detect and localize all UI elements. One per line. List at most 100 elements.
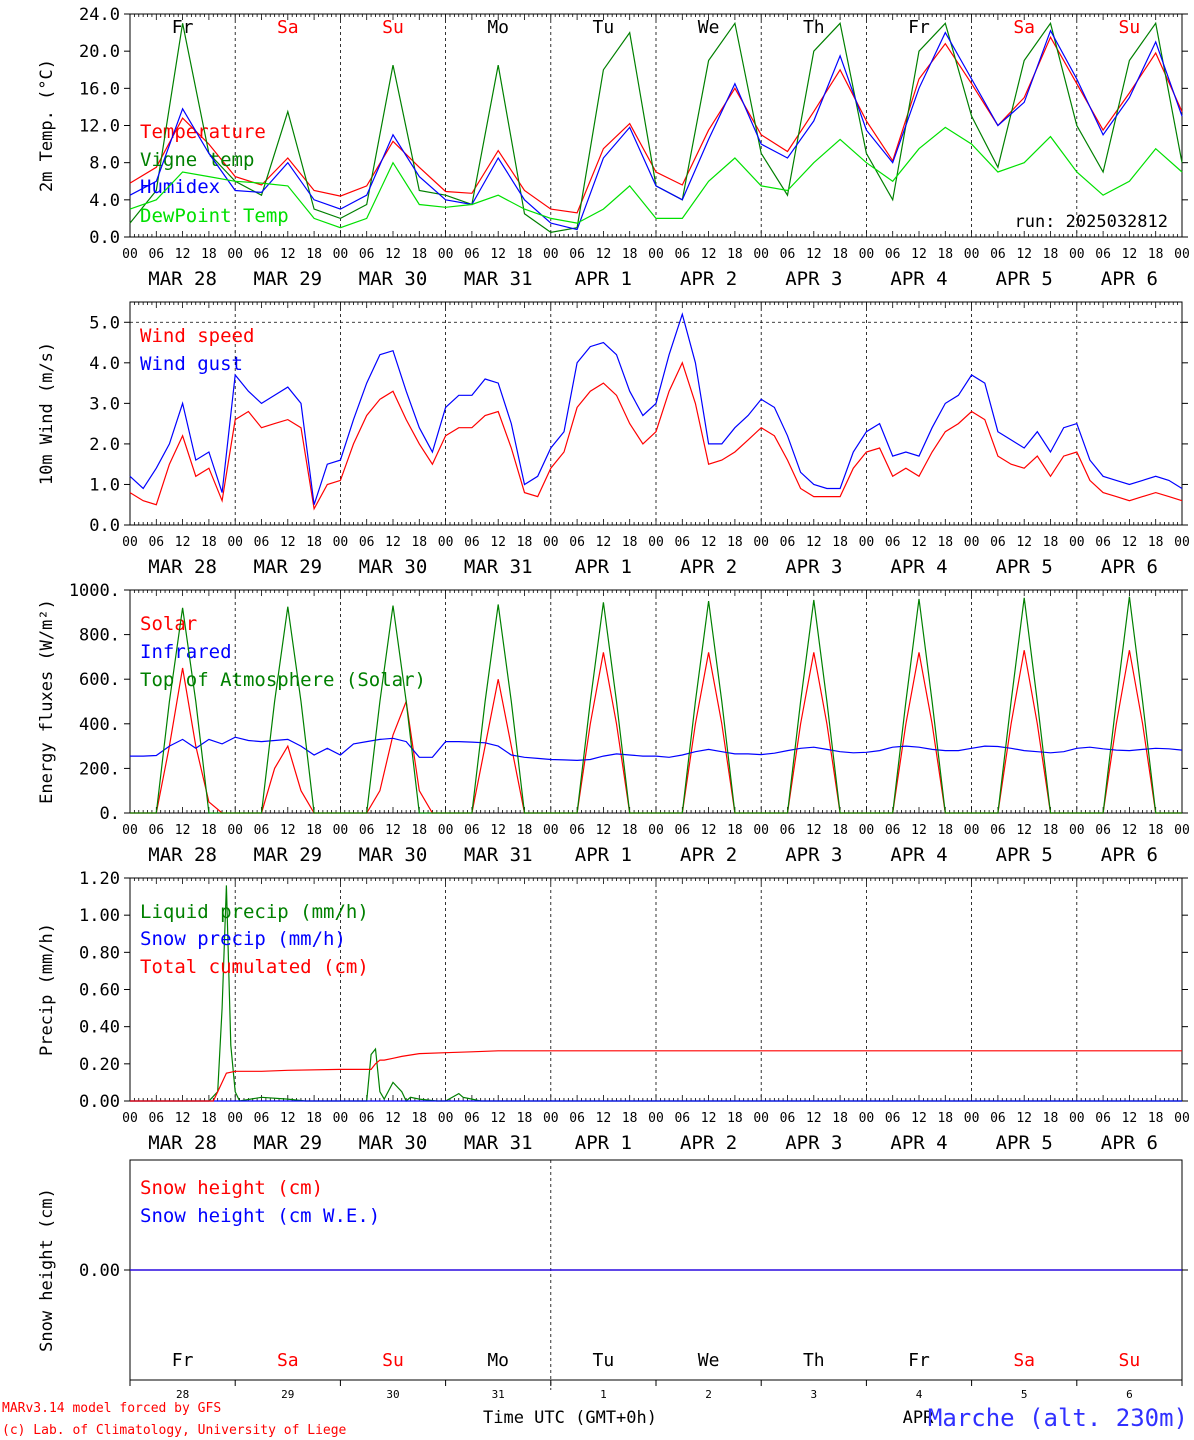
x-hour-tick-label: 00	[753, 823, 769, 838]
x-hour-tick-label: 06	[148, 823, 164, 838]
y-tick-label: 16.0	[79, 79, 120, 99]
x-hour-tick-label: 18	[832, 535, 848, 550]
x-hour-tick-label: 00	[1069, 535, 1085, 550]
x-hour-tick-label: 18	[1043, 247, 1059, 262]
x-hour-tick-label: 12	[1016, 247, 1032, 262]
panel-temperature: 0.0 4.0 8.0 12.0 16.0 20.0 24.0 2m Temp. (°C) Te…	[37, 5, 1190, 290]
x-hour-tick-label: 06	[990, 823, 1006, 838]
x-hour-tick-label: 00	[648, 247, 664, 262]
x-hour-tick-label: 00	[122, 1111, 138, 1126]
x-hour-tick-label: 00	[543, 823, 559, 838]
x-date-label: MAR 30	[359, 844, 428, 866]
legend-entry: Snow height (cm)	[140, 1177, 323, 1199]
x-hour-tick-label: 12	[1016, 535, 1032, 550]
x-hour-tick-label: 18	[306, 247, 322, 262]
x-hour-tick-label: 12	[806, 1111, 822, 1126]
x-date-label: APR 1	[575, 844, 632, 866]
legend-entry: Wind speed	[140, 325, 254, 347]
weekday-label: Tu	[593, 1350, 615, 1371]
x-hour-tick-label: 18	[937, 247, 953, 262]
y-tick-label: 200.	[79, 759, 120, 779]
x-hour-tick-label: 00	[438, 1111, 454, 1126]
x-hour-tick-label: 18	[727, 1111, 743, 1126]
x-hour-tick-label: 18	[937, 535, 953, 550]
x-hour-tick-label: 00	[333, 535, 349, 550]
x-hour-tick-label: 18	[201, 247, 217, 262]
x-hour-tick-label: 00	[753, 247, 769, 262]
x-hour-tick-label: 00	[333, 247, 349, 262]
y-tick-label: 0.60	[79, 981, 120, 1001]
legend-entry: Snow precip (mm/h)	[140, 928, 346, 950]
x-hour-tick-label: 06	[674, 535, 690, 550]
x-date-label: MAR 31	[464, 844, 533, 866]
weekday-label: Su	[1119, 17, 1141, 38]
x-hour-tick-label: 00	[122, 823, 138, 838]
x-hour-tick-label: 00	[1174, 247, 1190, 262]
x-hour-tick-label: 18	[622, 247, 638, 262]
day-number-label: 1	[600, 1388, 607, 1401]
x-date-label: APR 3	[785, 1132, 842, 1154]
x-axis-label: Time UTC (GMT+0h)	[483, 1408, 657, 1428]
weekday-label: Th	[803, 17, 825, 38]
series-line-infrared	[130, 736, 1183, 762]
x-hour-tick-label: 18	[727, 247, 743, 262]
day-number-label: 3	[810, 1388, 817, 1401]
x-date-label: MAR 28	[148, 556, 217, 578]
x-hour-tick-label: 06	[885, 823, 901, 838]
x-date-label: MAR 31	[464, 556, 533, 578]
x-hour-tick-label: 12	[1122, 1111, 1138, 1126]
legend-entry: Total cumulated (cm)	[140, 956, 369, 978]
footer-model-credit: MARv3.14 model forced by GFS	[2, 1401, 221, 1416]
day-number-label: 30	[386, 1388, 399, 1401]
x-hour-tick-label: 00	[438, 823, 454, 838]
x-hour-tick-label: 06	[359, 1111, 375, 1126]
x-hour-tick-label: 18	[201, 535, 217, 550]
weekday-label: We	[698, 1350, 720, 1371]
day-number-label: 5	[1021, 1388, 1028, 1401]
weekday-label: Sa	[277, 17, 299, 38]
weekday-label: Fr	[172, 17, 194, 38]
x-hour-tick-label: 12	[175, 247, 191, 262]
x-date-label: MAR 29	[253, 1132, 322, 1154]
x-hour-tick-label: 06	[674, 823, 690, 838]
x-hour-tick-label: 18	[306, 535, 322, 550]
x-hour-tick-label: 12	[911, 823, 927, 838]
x-hour-tick-label: 00	[543, 535, 559, 550]
series-line-top-of-atmosphere-solar-	[130, 596, 1182, 814]
x-hour-tick-label: 18	[1043, 823, 1059, 838]
x-hour-tick-label: 18	[622, 535, 638, 550]
x-hour-tick-label: 00	[543, 1111, 559, 1126]
x-hour-tick-label: 06	[464, 535, 480, 550]
x-hour-tick-label: 18	[727, 823, 743, 838]
x-hour-tick-label: 00	[964, 823, 980, 838]
station-title: Marche (alt. 230m)	[928, 1404, 1188, 1432]
x-date-label: APR 1	[575, 268, 632, 290]
x-hour-tick-label: 12	[1122, 535, 1138, 550]
x-hour-tick-label: 12	[701, 1111, 717, 1126]
x-hour-tick-label: 06	[148, 535, 164, 550]
x-hour-tick-label: 06	[464, 247, 480, 262]
y-tick-label: 4.0	[89, 191, 120, 211]
y-tick-label: 8.0	[89, 154, 120, 174]
x-hour-tick-label: 18	[1148, 823, 1164, 838]
x-hour-tick-label: 12	[806, 823, 822, 838]
y-axis-label: 10m Wind (m/s)	[37, 342, 57, 485]
series-line-humidex	[129, 29, 1183, 231]
x-hour-tick-label: 06	[254, 823, 270, 838]
day-number-label: 28	[176, 1388, 189, 1401]
x-hour-tick-label: 00	[438, 535, 454, 550]
x-hour-tick-label: 18	[411, 1111, 427, 1126]
legend-entry: Liquid precip (mm/h)	[140, 901, 369, 923]
x-date-label: MAR 28	[148, 1132, 217, 1154]
y-tick-label: 0.0	[89, 228, 120, 248]
series-line-wind-speed	[129, 361, 1183, 511]
x-hour-tick-label: 12	[596, 535, 612, 550]
x-hour-tick-label: 06	[780, 1111, 796, 1126]
y-axis-label: Snow height (cm)	[37, 1188, 57, 1352]
legend-entry: DewPoint Temp	[140, 205, 289, 227]
x-hour-tick-label: 00	[964, 247, 980, 262]
x-hour-tick-label: 00	[1174, 823, 1190, 838]
x-hour-tick-label: 12	[596, 247, 612, 262]
x-hour-tick-label: 12	[701, 247, 717, 262]
weekday-label: Th	[803, 1350, 825, 1371]
